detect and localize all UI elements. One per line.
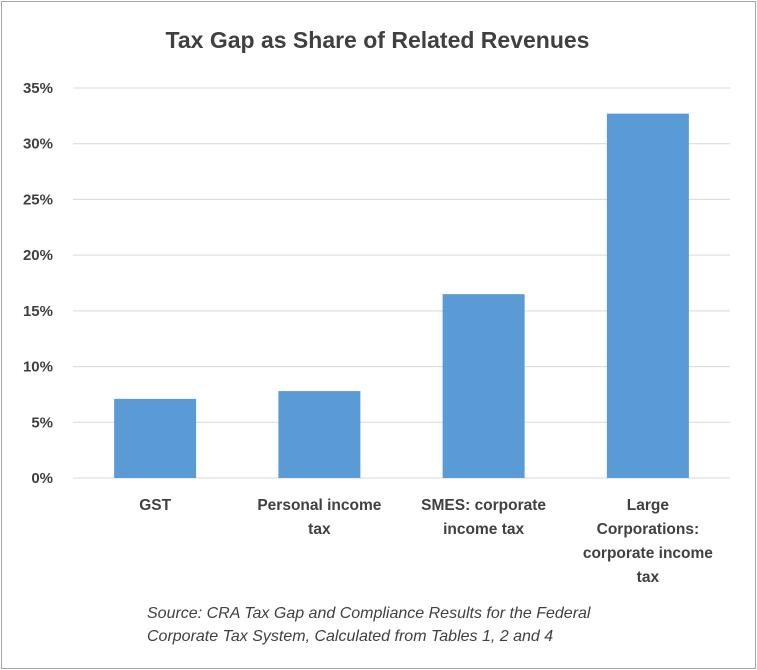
y-axis-ticks: 0% 5% 10% 15% 20% 25% 30% 35% [23,80,53,487]
x-category-label-line: tax [308,521,331,538]
x-category-label-line: Large [627,497,670,514]
y-tick-label: 30% [23,136,53,153]
bar [606,113,689,478]
x-category-label: Personal income tax [257,497,381,538]
y-tick-label: 5% [31,414,53,431]
x-axis-labels: GST Personal income tax SMES: corporate inco… [139,497,713,586]
y-tick-label: 35% [23,80,53,97]
y-tick-label: 0% [31,470,53,487]
x-category-label-line: GST [139,497,171,514]
bar [278,391,361,478]
y-tick-label: 10% [23,359,53,376]
y-tick-label: 25% [23,191,53,208]
bar [114,398,197,478]
x-category-label-line: Personal income [257,497,381,514]
bar [442,294,525,478]
x-category-label-line: SMES: corporate [421,497,546,514]
chart-title: Tax Gap as Share of Related Revenues [165,27,590,53]
y-tick-label: 15% [23,303,53,320]
source-note-line-1: Source: CRA Tax Gap and Compliance Resul… [147,605,591,622]
x-category-label-line: Corporations: [597,521,699,538]
source-note-line-2: Corporate Tax System, Calculated from Ta… [147,628,554,645]
bars [114,113,689,478]
x-category-label-line: tax [637,569,660,586]
y-tick-label: 20% [23,247,53,264]
x-category-label: Large Corporations: corporate income tax [583,497,713,586]
x-category-label: SMES: corporate income tax [421,497,546,538]
x-category-label-line: corporate income [583,545,713,562]
source-note: Source: CRA Tax Gap and Compliance Resul… [147,602,707,648]
x-category-label: GST [139,497,171,514]
x-category-label-line: income tax [443,521,524,538]
bar-chart: 0% 5% 10% 15% 20% 25% 30% 35% GST Personal incom… [23,80,730,586]
